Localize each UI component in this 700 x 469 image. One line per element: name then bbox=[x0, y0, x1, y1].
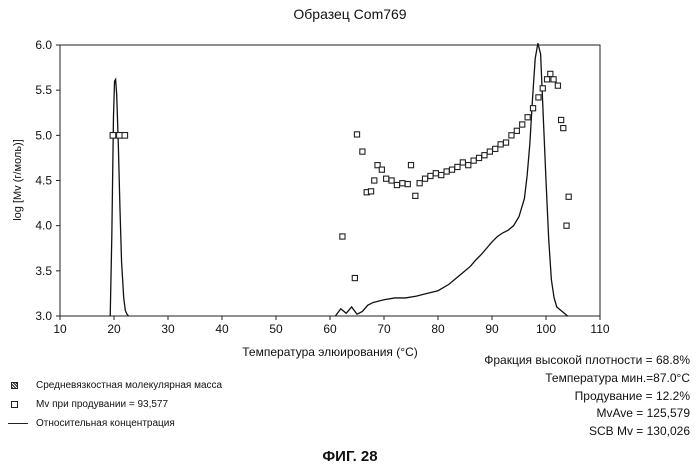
y-tick-label: 5.5 bbox=[35, 83, 52, 97]
x-tick-label: 20 bbox=[107, 322, 121, 336]
mv-average-point bbox=[566, 194, 571, 199]
chart-ticks: 10 20 30 40 50 60 70 80 90 100 110 3.0 3.5 4.0 4.5 5.0 5… bbox=[35, 38, 610, 336]
mv-average-point bbox=[354, 132, 359, 137]
y-axis-label: log [Mv (г/моль)] bbox=[12, 139, 24, 221]
legend-label-mv-average: Средневязкостная молекулярная масса bbox=[36, 380, 222, 391]
mv-average-point bbox=[493, 146, 498, 151]
mv-average-point bbox=[449, 167, 454, 172]
figure-label: ФИГ. 28 bbox=[0, 448, 700, 465]
y-tick-label: 4.5 bbox=[35, 174, 52, 188]
mv-average-point bbox=[559, 117, 564, 122]
square-marker-icon bbox=[11, 401, 18, 408]
y-tick-label: 6.0 bbox=[35, 38, 52, 52]
mv-average-point bbox=[498, 142, 503, 147]
relative-concentration-line bbox=[110, 43, 567, 316]
x-tick-label: 100 bbox=[536, 322, 556, 336]
mv-average-point bbox=[360, 149, 365, 154]
mv-average-point bbox=[428, 173, 433, 178]
mv-average-point bbox=[536, 95, 541, 100]
line-marker-icon bbox=[8, 423, 28, 424]
x-tick-label: 80 bbox=[431, 322, 445, 336]
mv-average-point bbox=[444, 169, 449, 174]
mv-average-point bbox=[417, 181, 422, 186]
mv-average-point bbox=[405, 182, 410, 187]
chart-title: Образец Com769 bbox=[0, 6, 700, 22]
mv-average-point bbox=[544, 77, 549, 82]
mv-average-point bbox=[379, 167, 384, 172]
legend-item-relative-concentration: Относительная концентрация bbox=[8, 414, 222, 433]
legend-label-relative-concentration: Относительная концентрация bbox=[36, 418, 175, 429]
mv-average-point bbox=[564, 223, 569, 228]
mv-average-point bbox=[561, 126, 566, 131]
x-tick-label: 40 bbox=[215, 322, 229, 336]
mv-average-point bbox=[466, 163, 471, 168]
x-tick-label: 10 bbox=[53, 322, 67, 336]
legend-item-mv-average: Средневязкостная молекулярная масса bbox=[8, 376, 222, 395]
chart-plot bbox=[110, 43, 571, 316]
chart-legend: Средневязкостная молекулярная масса Mv п… bbox=[8, 376, 222, 433]
filled-square-marker-icon bbox=[11, 382, 18, 389]
stat-temp-min: Температура мин.=87.0°C bbox=[484, 370, 690, 388]
y-tick-label: 5.0 bbox=[35, 128, 52, 142]
mv-average-point bbox=[551, 77, 556, 82]
mv-average-point bbox=[540, 86, 545, 91]
stat-scb-mv: SCB Mv = 130,026 bbox=[484, 423, 690, 441]
mv-average-point bbox=[520, 122, 525, 127]
mv-average-point bbox=[439, 172, 444, 177]
mv-average-point bbox=[384, 176, 389, 181]
x-tick-label: 60 bbox=[323, 322, 337, 336]
mv-average-point bbox=[340, 234, 345, 239]
mv-average-point bbox=[400, 181, 405, 186]
mv-average-point bbox=[503, 140, 508, 145]
x-tick-label: 70 bbox=[377, 322, 391, 336]
mv-average-point bbox=[487, 149, 492, 154]
mv-average-point bbox=[413, 193, 418, 198]
x-tick-label: 50 bbox=[269, 322, 283, 336]
mv-average-point bbox=[372, 178, 377, 183]
mv-average-point bbox=[352, 275, 357, 280]
y-tick-label: 4.0 bbox=[35, 219, 52, 233]
mv-average-point bbox=[460, 160, 465, 165]
mv-average-point bbox=[476, 155, 481, 160]
mv-average-point bbox=[433, 171, 438, 176]
mv-average-point bbox=[389, 178, 394, 183]
mv-average-point bbox=[548, 71, 553, 76]
stat-mvave: MvAve = 125,579 bbox=[484, 405, 690, 423]
x-tick-label: 110 bbox=[590, 322, 609, 336]
mv-purge-point bbox=[110, 133, 116, 139]
mv-average-point bbox=[408, 163, 413, 168]
mv-average-point bbox=[530, 106, 535, 111]
mv-average-point bbox=[509, 133, 514, 138]
mv-average-point bbox=[422, 176, 427, 181]
y-tick-label: 3.0 bbox=[35, 309, 52, 323]
mv-average-point bbox=[555, 83, 560, 88]
stat-hd-fraction: Фракция высокой плотности = 68.8% bbox=[484, 352, 690, 370]
legend-item-mv-purge: Mv при продувании = 93,577 bbox=[8, 395, 222, 414]
statistics-block: Фракция высокой плотности = 68.8% Темпер… bbox=[484, 352, 690, 441]
chart-axes bbox=[60, 45, 600, 316]
mv-average-point bbox=[514, 128, 519, 133]
mv-purge-point bbox=[122, 133, 128, 139]
legend-label-mv-purge: Mv при продувании = 93,577 bbox=[36, 399, 168, 410]
mv-average-point bbox=[525, 115, 530, 120]
y-tick-label: 3.5 bbox=[35, 264, 52, 278]
mv-average-point bbox=[471, 158, 476, 163]
plot-frame bbox=[60, 45, 600, 316]
mv-average-point bbox=[455, 164, 460, 169]
x-tick-label: 30 bbox=[161, 322, 175, 336]
mv-average-point bbox=[482, 153, 487, 158]
mv-purge-point bbox=[117, 133, 123, 139]
stat-purge: Продувание = 12.2% bbox=[484, 388, 690, 406]
x-tick-label: 90 bbox=[485, 322, 499, 336]
mv-average-point bbox=[368, 189, 373, 194]
mv-average-point bbox=[394, 182, 399, 187]
